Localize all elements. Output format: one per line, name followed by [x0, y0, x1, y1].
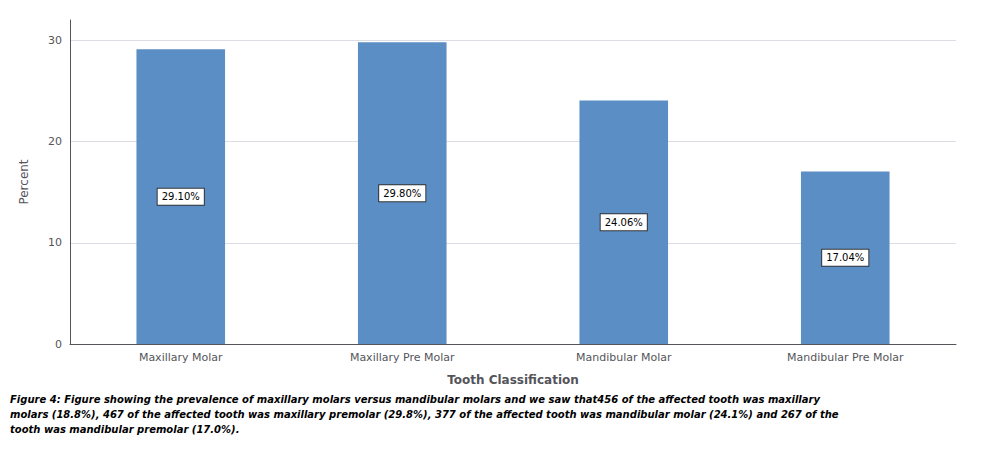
- svg-text:Tooth Classification: Tooth Classification: [447, 373, 579, 387]
- svg-text:Mandibular Molar: Mandibular Molar: [576, 351, 672, 364]
- svg-text:Figure 4: Figure showing the p: Figure 4: Figure showing the prevalence …: [10, 394, 820, 405]
- svg-text:29.80%: 29.80%: [383, 188, 421, 199]
- svg-text:Maxillary Molar: Maxillary Molar: [139, 351, 223, 364]
- svg-text:29.10%: 29.10%: [162, 191, 200, 202]
- svg-text:tooth was mandibular premolar: tooth was mandibular premolar (17.0%).: [10, 424, 239, 435]
- svg-text:0: 0: [55, 338, 62, 351]
- svg-text:Percent: Percent: [17, 159, 31, 204]
- svg-text:20: 20: [48, 135, 62, 148]
- svg-text:24.06%: 24.06%: [605, 217, 643, 228]
- svg-text:30: 30: [48, 34, 62, 47]
- svg-text:Maxillary Pre Molar: Maxillary Pre Molar: [350, 351, 455, 364]
- svg-text:molars (18.8%), 467 of the aff: molars (18.8%), 467 of the affected toot…: [10, 409, 839, 420]
- svg-text:17.04%: 17.04%: [826, 252, 864, 263]
- svg-text:10: 10: [48, 236, 62, 249]
- svg-text:Mandibular Pre Molar: Mandibular Pre Molar: [787, 351, 904, 364]
